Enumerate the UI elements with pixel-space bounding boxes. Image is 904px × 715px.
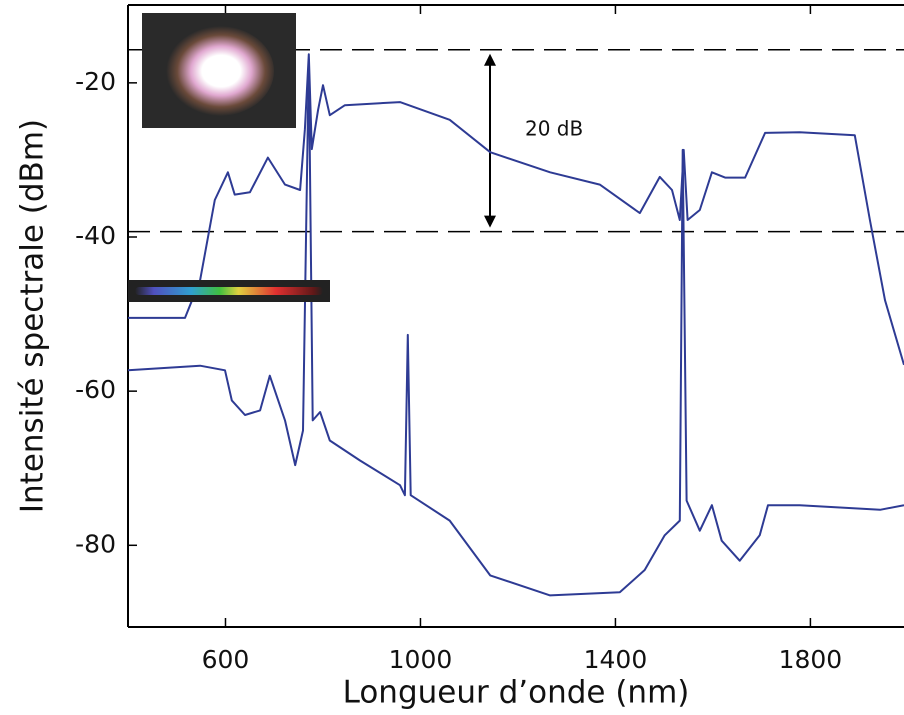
series-line — [128, 53, 904, 366]
y-tick-label: -20 — [75, 67, 116, 96]
y-tick-label: -60 — [75, 375, 116, 404]
y-tick-label: -80 — [75, 529, 116, 558]
annotation: 20 dB — [525, 117, 583, 141]
x-tick-label: 1800 — [779, 645, 843, 674]
x-axis-label: Longueur d’onde (nm) — [343, 675, 690, 711]
arrow-head — [484, 215, 496, 228]
spectrum-band — [135, 287, 323, 295]
x-tick-label: 1000 — [389, 645, 453, 674]
arrow-head — [484, 53, 496, 66]
inset-spot — [164, 26, 274, 116]
y-axis-label: Intensité spectrale (dBm) — [15, 119, 51, 513]
x-tick-label: 1400 — [584, 645, 648, 674]
series-line — [127, 58, 904, 597]
y-tick-label: -40 — [75, 221, 116, 250]
x-tick-label: 600 — [202, 645, 250, 674]
